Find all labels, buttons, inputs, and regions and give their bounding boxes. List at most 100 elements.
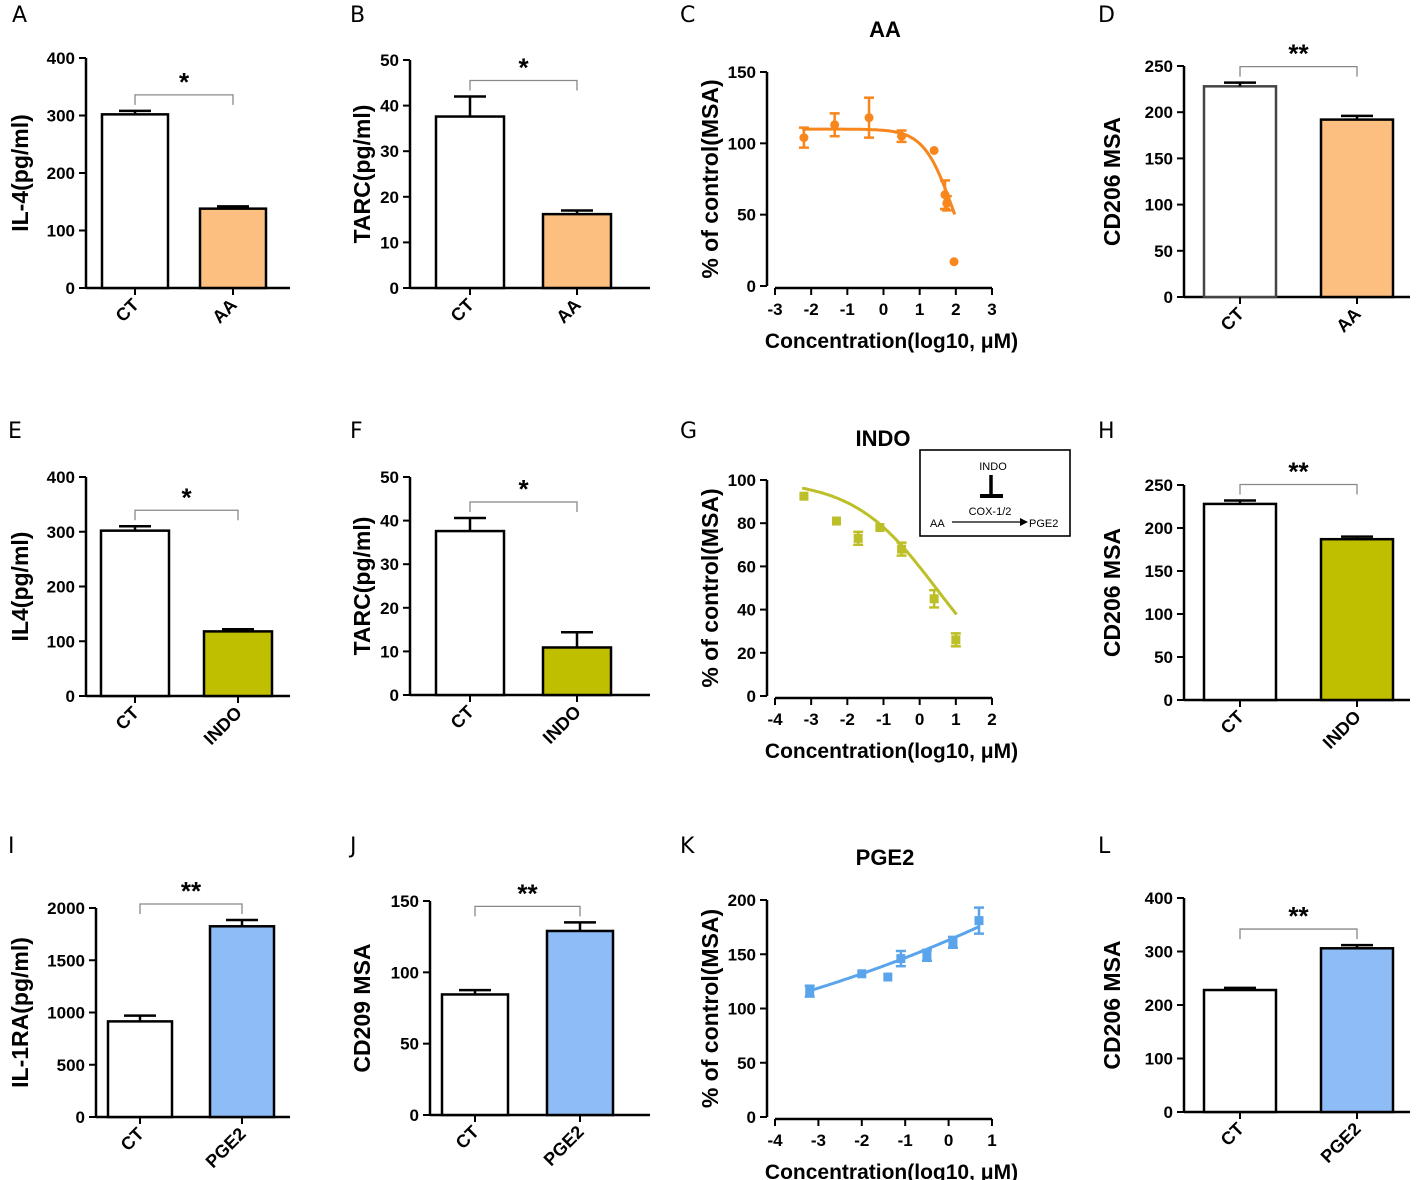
- y-tick-label: 100: [1145, 1050, 1173, 1069]
- y-tick-label: 50: [400, 1035, 419, 1054]
- bar-indo: [541, 646, 613, 697]
- y-tick-label: 400: [47, 468, 75, 487]
- panel-A: A 0 100 200 300 400 IL-4(pg/ml) CT AA *: [7, 3, 290, 327]
- y-tick-label: 1500: [47, 951, 85, 970]
- x-tick-label: -1: [898, 1131, 913, 1150]
- x-tick-label: -1: [840, 300, 855, 319]
- panel-label: H: [1098, 419, 1115, 444]
- x-axis-label: Concentration(log10, μM): [765, 740, 1018, 763]
- panel-I: I 0 500 1000 1500 2000 IL-1RA(pg/ml) CT PGE2 **: [7, 834, 290, 1172]
- data-point: [853, 533, 863, 543]
- y-tick-label: 0: [66, 279, 75, 298]
- data-point: [942, 198, 952, 208]
- data-point: [897, 131, 907, 141]
- data-point: [799, 133, 809, 143]
- bar-pge2: [1319, 947, 1395, 1114]
- panel-label: J: [348, 834, 357, 859]
- data-point: [929, 145, 939, 155]
- panel-K: K PGE2 -4 -3 -2 -1 0 1 Concentration(log10, μM) 0…: [680, 834, 1018, 1180]
- y-tick-label: 50: [737, 1054, 756, 1073]
- significance-bracket: [1239, 65, 1358, 77]
- y-tick-label: 2000: [47, 899, 85, 918]
- y-tick-label: 10: [380, 642, 399, 661]
- category-label: AA: [208, 295, 241, 328]
- y-tick-label: 20: [737, 644, 756, 663]
- y-axis-label: IL-4(pg/ml): [7, 114, 33, 232]
- category-label: PGE2: [1317, 1119, 1365, 1167]
- y-tick-label: 0: [390, 279, 399, 298]
- significance-bracket: [1239, 483, 1358, 495]
- y-tick-label: 50: [1154, 648, 1173, 667]
- x-tick-label: -4: [767, 710, 783, 729]
- panel-label: E: [8, 419, 22, 444]
- x-tick-label: 2: [951, 300, 960, 319]
- y-tick-label: 30: [380, 142, 399, 161]
- category-label: INDO: [200, 703, 246, 749]
- category-label: AA: [1332, 304, 1365, 337]
- bar-indo: [1319, 537, 1395, 702]
- panel-F: F 0 10 20 30 40 50 TARC(pg/ml) CT INDO *: [349, 419, 650, 748]
- panel-J: J 0 50 100 150 CD209 MSA CT PGE2 **: [348, 834, 650, 1170]
- x-tick-label: 0: [879, 300, 888, 319]
- data-point: [805, 986, 815, 996]
- y-tick-label: 200: [47, 578, 75, 597]
- data-point: [830, 120, 840, 130]
- panel-label: G: [680, 419, 697, 444]
- bar-aa: [198, 207, 268, 290]
- data-point: [831, 516, 841, 526]
- x-tick-label: 2: [987, 710, 996, 729]
- y-tick-label: 400: [47, 49, 75, 68]
- y-axis-label: IL-1RA(pg/ml): [7, 937, 33, 1088]
- significance-bracket: [474, 905, 581, 917]
- y-tick-label: 0: [66, 687, 75, 706]
- significance-marker: **: [517, 878, 538, 908]
- y-tick-label: 300: [47, 523, 75, 542]
- y-tick-label: 100: [728, 134, 756, 153]
- x-tick-label: 0: [944, 1131, 953, 1150]
- bar-ct: [1202, 502, 1278, 702]
- y-tick-label: 0: [747, 1108, 756, 1127]
- category-label: CT: [117, 1124, 148, 1155]
- panel-label: B: [350, 3, 365, 28]
- y-tick-label: 150: [1145, 562, 1173, 581]
- significance-marker: **: [1288, 39, 1309, 69]
- y-tick-label: 50: [380, 468, 399, 487]
- x-tick-label: -3: [767, 300, 782, 319]
- bar-ct: [434, 529, 506, 697]
- data-point: [948, 937, 958, 947]
- panel-C: C AA -3 -2 -1 0 1 2 3 Concentration(log10, μM) 0 50…: [680, 3, 1018, 353]
- y-tick-label: 150: [728, 945, 756, 964]
- y-tick-label: 150: [728, 63, 756, 82]
- bar-pge2: [208, 925, 276, 1119]
- y-tick-label: 200: [1145, 519, 1173, 538]
- y-tick-label: 0: [747, 277, 756, 296]
- y-axis-label: CD206 MSA: [1099, 117, 1125, 246]
- panel-B: B 0 10 20 30 40 50 TARC(pg/ml) CT AA *: [349, 3, 650, 327]
- y-tick-label: 0: [1164, 691, 1173, 710]
- x-axis-label: Concentration(log10, μM): [765, 330, 1018, 353]
- y-axis-label: CD209 MSA: [349, 943, 375, 1072]
- panel-label: I: [8, 834, 15, 859]
- y-tick-label: 0: [390, 686, 399, 705]
- bar-ct: [1202, 85, 1278, 299]
- y-tick-label: 500: [57, 1056, 85, 1075]
- bar-indo: [202, 630, 274, 698]
- bar-ct: [106, 1020, 174, 1119]
- significance-bracket: [1239, 928, 1358, 940]
- inhibition-inset: INDO COX-1/2 AA PGE2: [919, 449, 1071, 537]
- category-label: CT: [452, 1122, 483, 1153]
- x-tick-label: -4: [767, 1131, 783, 1150]
- panel-label: K: [680, 834, 695, 859]
- y-axis-label: % of control(MSA): [697, 909, 723, 1108]
- x-axis-label: Concentration(log10, μM): [765, 1161, 1018, 1180]
- y-tick-label: 100: [728, 1000, 756, 1019]
- significance-bracket: [139, 903, 243, 915]
- data-point: [883, 972, 893, 982]
- y-tick-label: 50: [1154, 242, 1173, 261]
- panel-label: C: [680, 3, 695, 28]
- y-tick-label: 100: [728, 471, 756, 490]
- panel-D: D 0 50 100 150 200 250 CD206 MSA CT AA **: [1098, 3, 1410, 336]
- y-tick-label: 0: [76, 1108, 85, 1127]
- inset-product: PGE2: [1029, 518, 1058, 530]
- y-tick-label: 300: [1145, 943, 1173, 962]
